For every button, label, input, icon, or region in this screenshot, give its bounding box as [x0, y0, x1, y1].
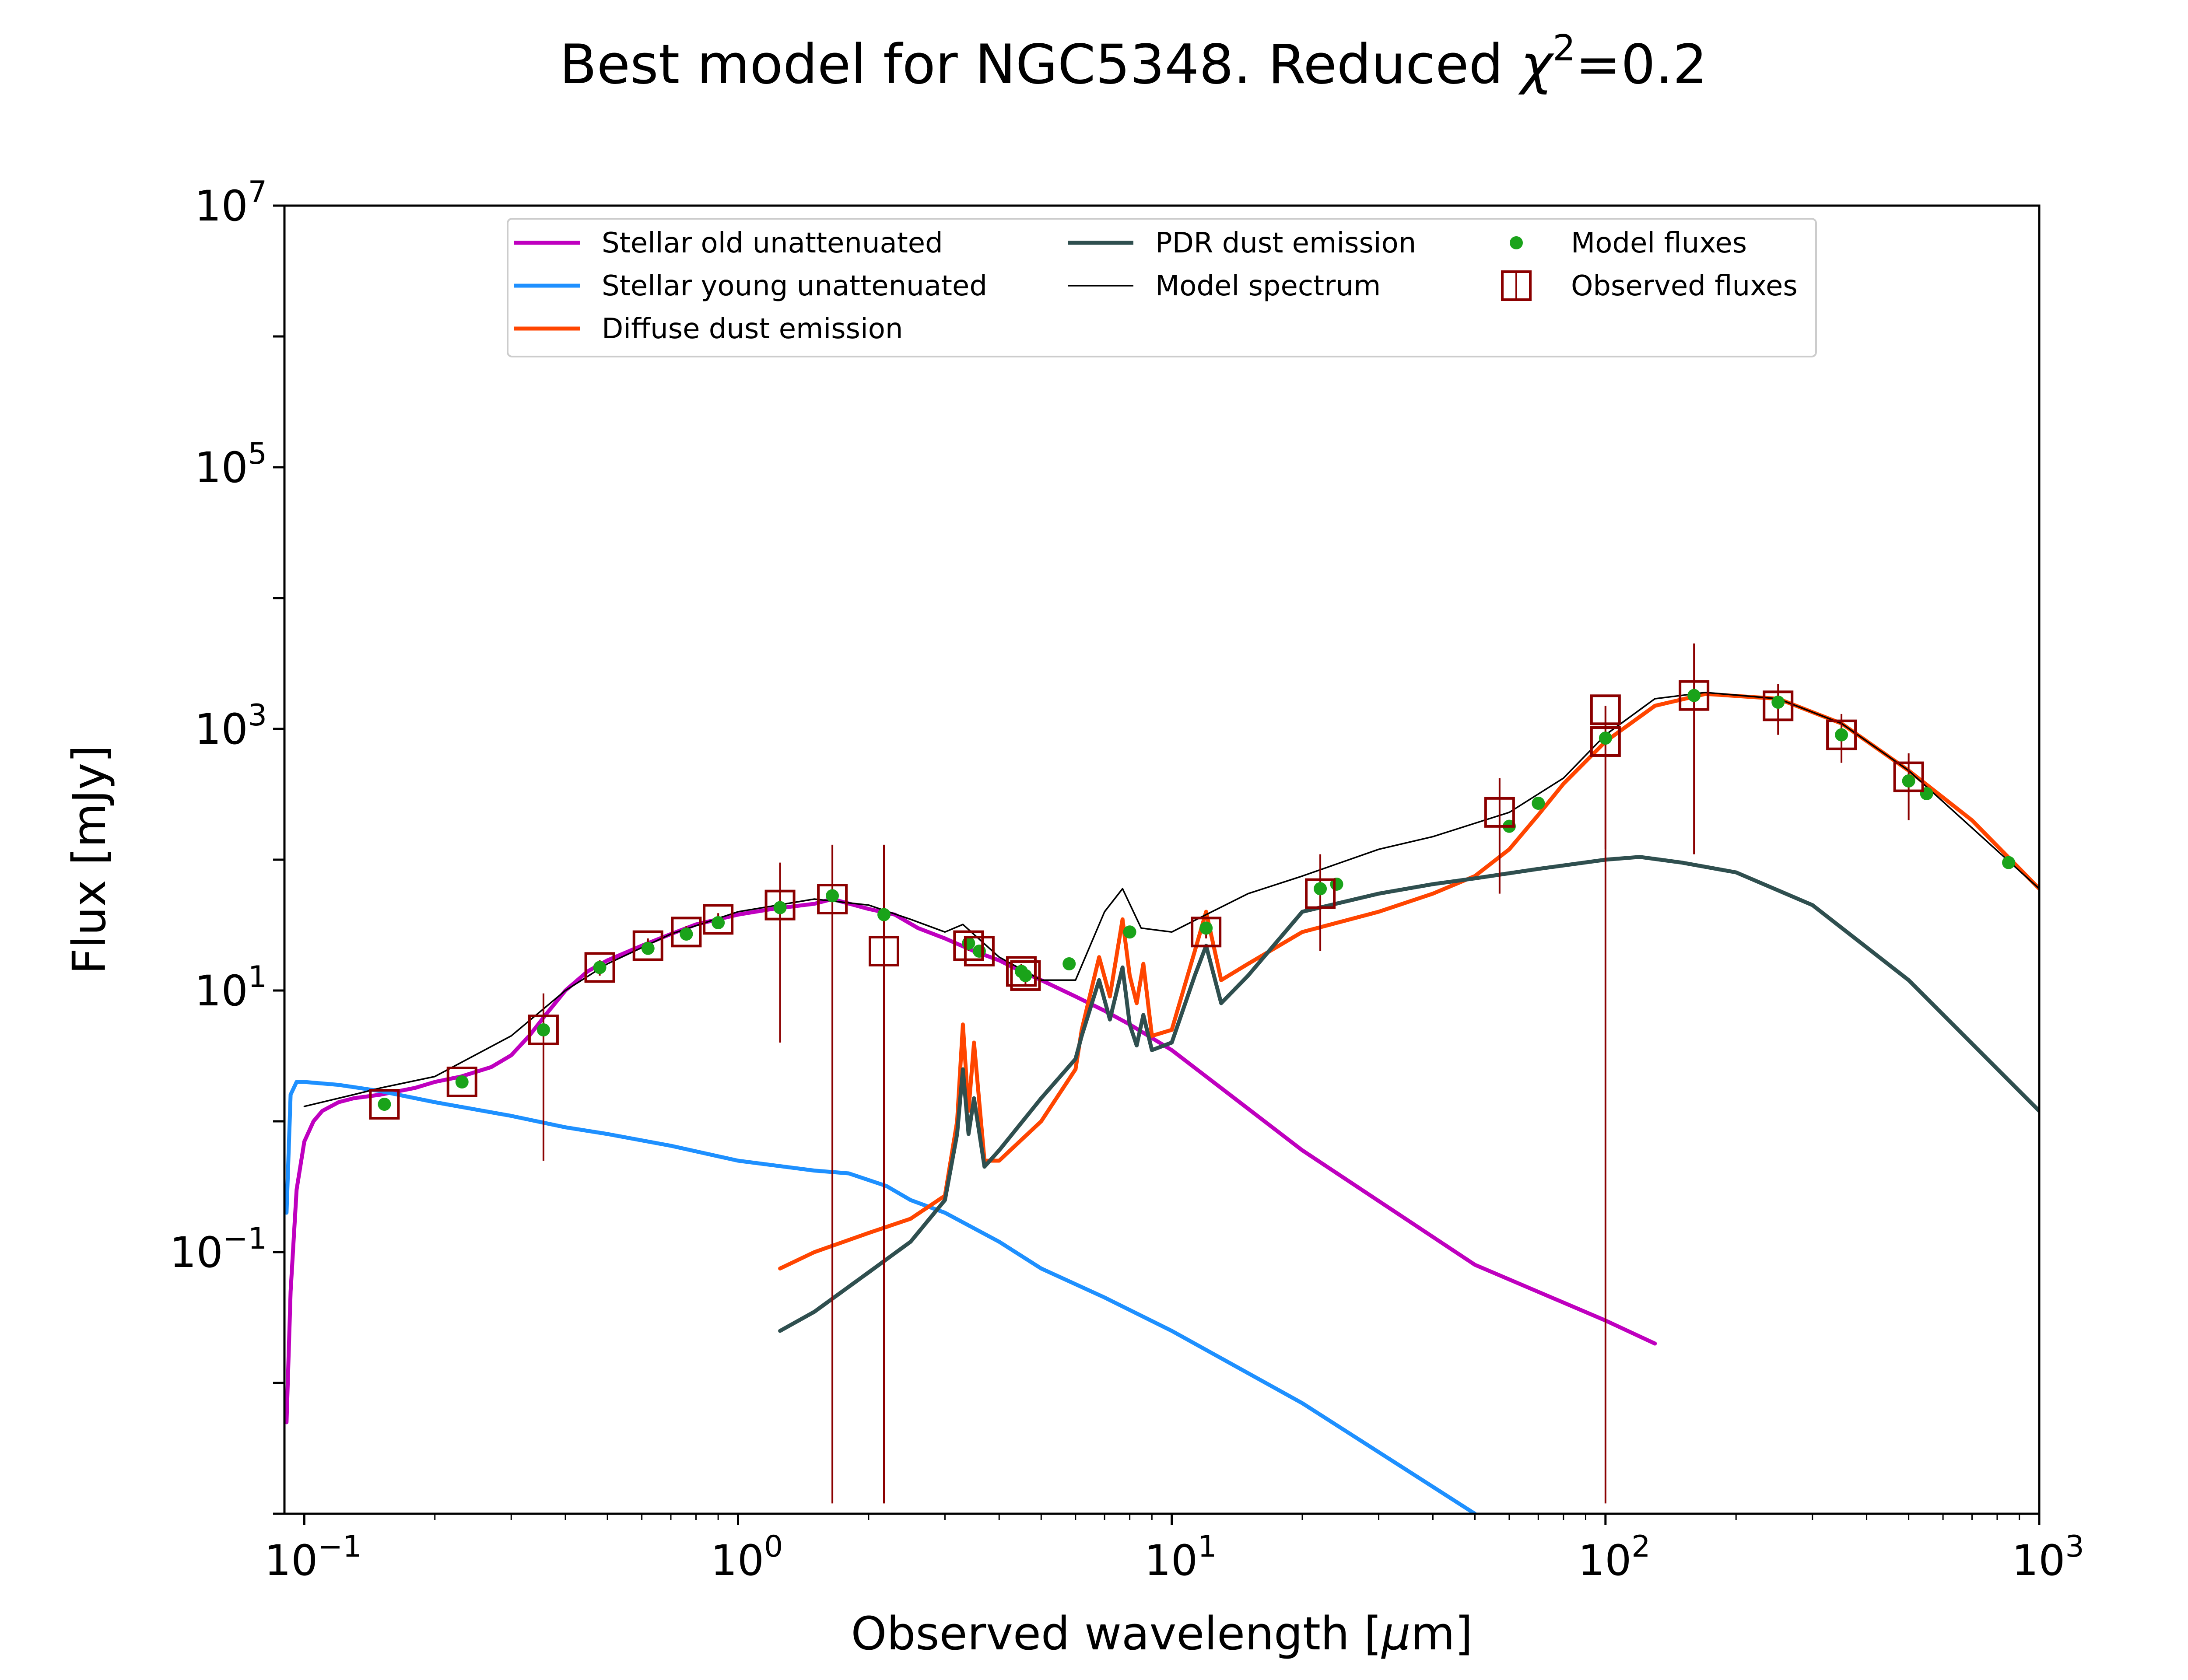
- series-line-diffuse-dust-emission: [778, 692, 2039, 1270]
- markers: [369, 680, 2016, 1120]
- observed-flux-point: [869, 935, 900, 966]
- model-flux-point: [826, 889, 839, 903]
- legend-swatch: [1510, 236, 1523, 249]
- observed-flux-point: [446, 1066, 477, 1097]
- observed-flux-point: [1590, 726, 1621, 757]
- legend-label: Observed fluxes: [1571, 270, 1798, 302]
- model-flux-point: [593, 961, 607, 974]
- model-flux-point: [680, 928, 693, 941]
- observed-flux-point: [1893, 761, 1924, 792]
- model-flux-point: [2002, 856, 2016, 869]
- observed-flux-point: [703, 904, 734, 935]
- series-layer: [284, 691, 2039, 1514]
- observed-flux-point: [1679, 680, 1710, 711]
- model-flux-point: [536, 1023, 550, 1037]
- legend-label: Stellar old unattenuated: [602, 227, 943, 259]
- legend-label: Model spectrum: [1155, 270, 1381, 302]
- observed-flux-point: [764, 889, 796, 920]
- observed-flux-point: [1763, 690, 1794, 721]
- x-tick-label: 10−1: [264, 1530, 361, 1585]
- model-flux-point: [1019, 969, 1032, 982]
- observed-flux-point: [1590, 694, 1621, 725]
- series-line-model-spectrum: [303, 691, 2039, 1107]
- observed-flux-point: [632, 930, 663, 961]
- legend: Stellar old unattenuated Stellar young un…: [507, 218, 1817, 357]
- model-flux-point: [378, 1098, 391, 1111]
- legend-label: Diffuse dust emission: [602, 313, 903, 345]
- observed-flux-point: [1305, 878, 1336, 909]
- observed-flux-point: [584, 952, 615, 983]
- observed-flux-point: [953, 930, 984, 961]
- legend-item-pdr-dust-emission: PDR dust emission: [1068, 227, 1416, 259]
- observed-flux-point: [1010, 960, 1041, 991]
- legend-item-observed-fluxes: Observed fluxes: [1501, 270, 1798, 302]
- observed-flux-point: [1484, 797, 1515, 828]
- model-flux-point: [712, 916, 725, 929]
- x-tick-label: 101: [1144, 1530, 1217, 1585]
- observed-flux-point: [671, 917, 702, 948]
- y-tick-label: 105: [195, 437, 267, 492]
- observed-flux-point: [817, 884, 848, 915]
- x-tick-label: 100: [711, 1530, 783, 1585]
- model-flux-point: [455, 1075, 469, 1088]
- y-tick-label: 103: [195, 698, 267, 754]
- legend-item-stellar-young-unattenuated: Stellar young unattenuated: [514, 270, 987, 302]
- y-tick-label: 10−1: [170, 1222, 267, 1277]
- model-flux-point: [1199, 921, 1213, 935]
- model-flux-point: [641, 942, 655, 955]
- x-tick-label: 102: [1578, 1530, 1650, 1585]
- model-flux-point: [877, 908, 891, 921]
- legend-label: Stellar young unattenuated: [602, 270, 987, 302]
- model-flux-point: [1902, 774, 1915, 788]
- model-flux-point: [1532, 797, 1545, 810]
- legend-item-model-spectrum: Model spectrum: [1068, 270, 1381, 302]
- observed-flux-point: [1826, 719, 1857, 750]
- series-line-pdr-dust-emission: [778, 855, 2039, 1333]
- y-tick-label: 101: [195, 960, 267, 1015]
- observed-flux-point: [1006, 956, 1037, 987]
- model-flux-point: [1314, 882, 1327, 896]
- axis-ticks: 10−1 100 101 102 103 10−1 101 103 105 107: [170, 175, 2084, 1585]
- model-flux-point: [773, 901, 787, 914]
- legend-label: PDR dust emission: [1155, 227, 1416, 259]
- series-line-stellar-young-unattenuated: [284, 1080, 1477, 1514]
- chart-title: Best model for NGC5348. Reduced χ2=0.2: [560, 28, 1708, 96]
- x-axis-label: Observed wavelength [μm]: [851, 1607, 1473, 1660]
- y-axis-label: Flux [mJy]: [63, 745, 116, 974]
- model-flux-point: [962, 936, 975, 950]
- observed-flux-point: [528, 1015, 559, 1046]
- plot-area: [284, 206, 2039, 1514]
- observed-flux-point: [1191, 917, 1222, 948]
- model-flux-point: [1599, 732, 1612, 745]
- model-flux-point: [1687, 689, 1701, 702]
- observed-flux-point: [964, 935, 995, 966]
- observed-flux-point: [369, 1089, 400, 1120]
- model-flux-point: [972, 944, 986, 958]
- legend-item-diffuse-dust-emission: Diffuse dust emission: [514, 313, 903, 345]
- x-tick-label: 103: [2012, 1530, 2084, 1585]
- legend-item-model-fluxes: Model fluxes: [1510, 227, 1747, 259]
- legend-box: [507, 218, 1817, 357]
- model-flux-point: [1771, 695, 1785, 709]
- model-flux-point: [1062, 957, 1076, 970]
- model-flux-point: [1123, 925, 1136, 939]
- y-tick-label: 107: [195, 175, 267, 231]
- legend-label: Model fluxes: [1571, 227, 1747, 259]
- model-flux-point: [1835, 728, 1848, 742]
- legend-item-stellar-old-unattenuated: Stellar old unattenuated: [514, 227, 943, 259]
